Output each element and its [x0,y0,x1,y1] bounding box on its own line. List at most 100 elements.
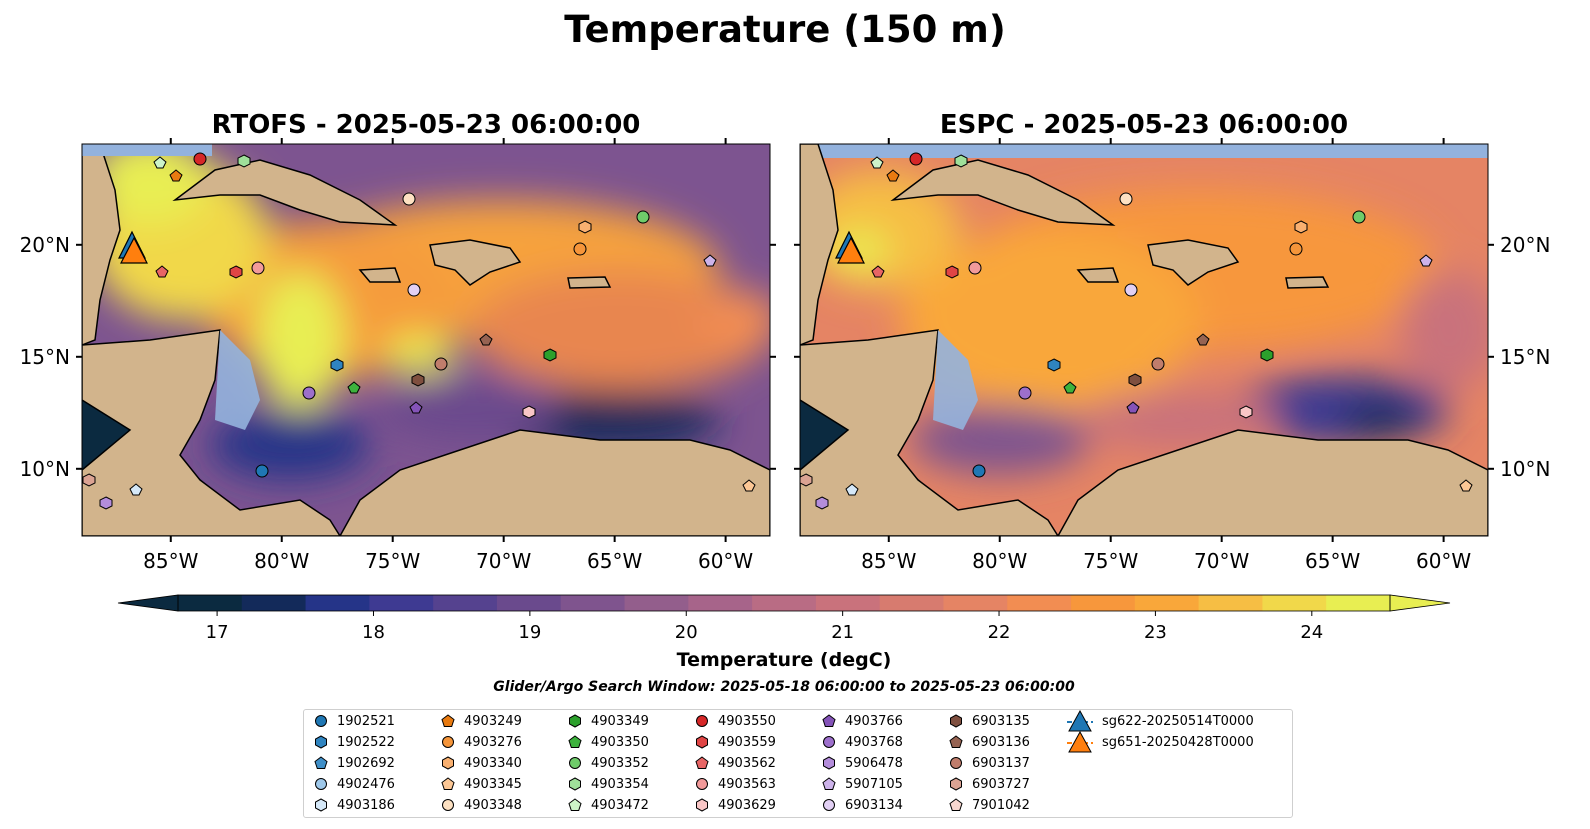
colorbar-segment [879,595,945,611]
legend-item: 7901042 [949,796,1030,814]
colorbar-segment [1198,595,1264,611]
circle-marker-icon [315,715,327,727]
colorbar-label: Temperature (degC) [677,649,892,671]
legend-label: 4903768 [845,734,903,750]
x-tick-label: 65°W [1305,549,1360,573]
legend-label: 6903136 [972,734,1030,750]
colorbar-segment [1326,595,1391,611]
x-tick-label: 80°W [254,549,309,573]
legend-label: 4903472 [591,797,649,813]
colorbar-segment [1262,595,1327,611]
legend-item: 4903472 [568,796,649,814]
pentagon-marker-icon [568,735,582,748]
legend-label: 5906478 [845,755,903,771]
y-tick-label: 20°N [20,233,70,257]
legend-label: 4903276 [464,734,522,750]
map-espc [800,144,1488,536]
legend-label: 5907105 [845,776,903,792]
legend-label: 4903348 [464,797,522,813]
legend: 1902521 1902522 1902692 4902476 4903186 49032… [303,709,1293,818]
legend-item: 4903349 [568,712,649,730]
legend-item: 4903629 [695,796,776,814]
circle-marker-icon [823,736,835,748]
colorbar-segment [241,595,307,611]
colorbar-segment [496,595,562,611]
pentagon-marker-icon [314,756,328,769]
legend-item: 4903186 [314,796,395,814]
panel-title-espc: ESPC - 2025-05-23 06:00:00 [940,110,1348,140]
pentagon-marker-icon [441,714,455,727]
y-tick-label: 20°N [1500,233,1550,257]
legend-label: 4902476 [337,776,395,792]
colorbar-tick-label: 19 [518,622,541,643]
legend-item: 4903276 [441,733,522,751]
legend-label: 4903562 [718,755,776,771]
hexagon-marker-icon [950,714,962,728]
colorbar-segment [560,595,626,611]
legend-label: sg622-20250514T0000 [1102,713,1254,729]
colorbar-segment [369,595,434,611]
legend-item: 4903768 [822,733,903,751]
legend-item: 6903727 [949,775,1030,793]
legend-label: 7901042 [972,797,1030,813]
colorbar-segment [624,595,689,611]
x-tick-label: 75°W [1083,549,1138,573]
legend-label: 4903345 [464,776,522,792]
x-tick-label: 60°W [698,549,753,573]
legend-item: 4903340 [441,754,522,772]
pentagon-marker-icon [822,714,836,727]
colorbar-segment [1007,595,1072,611]
colorbar-segment [305,595,370,611]
x-tick-label: 70°W [476,549,531,573]
colorbar-segment [943,595,1008,611]
circle-marker-icon [696,715,708,727]
legend-label: 4903559 [718,734,776,750]
legend-label: 1902521 [337,713,395,729]
colorbar-segment [1134,595,1200,611]
legend-label: 4903550 [718,713,776,729]
circle-marker-icon [442,736,454,748]
legend-label: sg651-20250428T0000 [1102,734,1254,750]
legend-item: sg651-20250428T0000 [1067,731,1254,753]
colorbar-tick-label: 24 [1300,622,1323,643]
circle-marker-icon [569,757,581,769]
colorbar-segment [433,595,498,611]
map-rtofs [82,144,770,536]
legend-item: 6903135 [949,712,1030,730]
hexagon-marker-icon [696,798,708,812]
legend-label: 6903134 [845,797,903,813]
legend-item: 4903345 [441,775,522,793]
y-tick-label: 15°N [20,345,70,369]
pentagon-marker-icon [568,798,582,811]
triangle-marker-icon [1067,710,1093,732]
axes: 85°W 80°W 75°W 70°W 65°W 60°W 10°N 15°N 20°N 85°W… [20,138,1550,573]
hexagon-marker-icon [823,756,835,770]
legend-item: 5906478 [822,754,903,772]
pentagon-marker-icon [949,798,963,811]
legend-item: 4903766 [822,712,903,730]
hexagon-marker-icon [696,735,708,749]
circle-marker-icon [315,778,327,790]
legend-item: 4903249 [441,712,522,730]
legend-label: 4903349 [591,713,649,729]
legend-label: 6903135 [972,713,1030,729]
hexagon-marker-icon [315,798,327,812]
pentagon-marker-icon [441,777,455,790]
legend-item: 4903559 [695,733,776,751]
panel-espc: ESPC - 2025-05-23 06:00:00 [799,110,1489,537]
circle-marker-icon [823,799,835,811]
legend-item: 5907105 [822,775,903,793]
y-tick-label: 10°N [1500,457,1550,481]
legend-item: 4902476 [314,775,395,793]
legend-label: 4903352 [591,755,649,771]
pentagon-marker-icon [949,735,963,748]
colorbar-segment [752,595,817,611]
legend-item: 4903348 [441,796,522,814]
legend-label: 4903629 [718,797,776,813]
x-tick-label: 80°W [972,549,1027,573]
panel-rtofs: RTOFS - 2025-05-23 06:00:00 [81,110,771,537]
colorbar-extend-low [117,594,179,612]
colorbar-segment [1071,595,1136,611]
legend-label: 1902692 [337,755,395,771]
